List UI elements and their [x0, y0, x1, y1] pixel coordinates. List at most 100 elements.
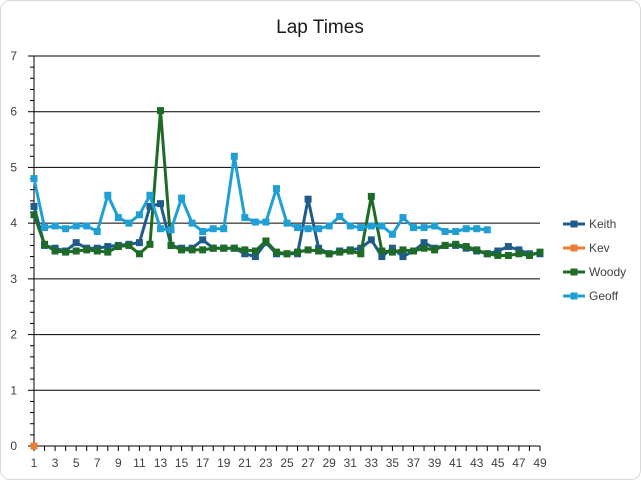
x-tick-label: 29: [322, 456, 336, 470]
data-point-woody: [125, 241, 133, 249]
y-tick-label: 1: [10, 383, 17, 397]
x-tick-label: 19: [217, 456, 231, 470]
x-tick-label: 7: [94, 456, 101, 470]
data-point-keith: [399, 253, 407, 261]
data-point-geoff: [294, 224, 302, 232]
series-geoff: [30, 152, 491, 238]
data-point-woody: [41, 240, 49, 248]
x-tick-label: 25: [280, 456, 294, 470]
data-point-geoff: [178, 194, 186, 202]
data-point-woody: [367, 192, 375, 200]
data-point-geoff: [399, 214, 407, 222]
data-point-woody: [452, 240, 460, 248]
series-woody: [30, 107, 544, 259]
legend-swatch-marker: [570, 220, 578, 228]
data-point-keith: [30, 202, 38, 210]
legend-item-kev: Kev: [563, 241, 610, 255]
data-point-woody: [399, 246, 407, 254]
data-point-woody: [336, 248, 344, 256]
data-point-woody: [188, 246, 196, 254]
data-point-keith: [420, 239, 428, 247]
data-point-geoff: [220, 225, 228, 233]
data-point-geoff: [462, 225, 470, 233]
legend-item-geoff: Geoff: [563, 289, 619, 303]
data-point-keith: [388, 244, 396, 252]
data-point-woody: [241, 246, 249, 254]
data-point-keith: [135, 239, 143, 247]
data-point-geoff: [241, 214, 249, 222]
data-point-geoff: [357, 224, 365, 232]
x-tick-label: 39: [428, 456, 442, 470]
data-point-keith: [504, 243, 512, 251]
data-point-woody: [346, 247, 354, 255]
data-point-geoff: [209, 225, 217, 233]
data-point-woody: [209, 244, 217, 252]
data-point-woody: [410, 247, 417, 255]
data-point-woody: [62, 248, 70, 256]
data-point-geoff: [125, 219, 133, 227]
data-point-geoff: [135, 211, 143, 219]
data-point-keith: [199, 236, 207, 244]
data-point-geoff: [114, 214, 122, 222]
data-point-woody: [104, 248, 112, 256]
x-tick-label: 15: [175, 456, 189, 470]
legend-item-keith: Keith: [563, 217, 616, 231]
data-point-woody: [483, 250, 491, 258]
x-tick-label: 5: [73, 456, 80, 470]
data-point-geoff: [346, 222, 354, 230]
x-tick-label: 11: [133, 456, 146, 470]
data-point-geoff: [304, 225, 312, 233]
data-point-woody: [251, 247, 259, 255]
data-point-woody: [157, 107, 164, 115]
series-layer: [30, 107, 544, 450]
x-tick-label: 31: [344, 456, 358, 470]
x-tick-label: 13: [154, 456, 168, 470]
data-point-geoff: [283, 219, 291, 227]
data-point-woody: [388, 248, 396, 256]
data-point-geoff: [410, 224, 417, 232]
data-point-geoff: [62, 225, 70, 233]
data-point-geoff: [188, 219, 196, 227]
data-point-geoff: [420, 224, 428, 232]
data-point-keith: [157, 200, 164, 208]
chart-title: Lap Times: [276, 17, 364, 38]
data-point-geoff: [336, 212, 344, 220]
data-point-geoff: [251, 218, 259, 226]
x-tick-label: 45: [491, 456, 505, 470]
x-tick-label: 27: [301, 456, 315, 470]
data-point-geoff: [167, 226, 175, 234]
legend-label-woody: Woody: [589, 265, 626, 279]
data-point-woody: [420, 244, 428, 252]
data-point-woody: [167, 241, 175, 249]
data-point-keith: [378, 253, 386, 261]
data-point-keith: [251, 253, 259, 261]
data-point-keith: [241, 250, 249, 258]
data-point-woody: [357, 250, 365, 258]
data-point-woody: [494, 251, 502, 259]
x-tick-label: 21: [238, 456, 252, 470]
data-point-woody: [304, 246, 312, 254]
data-point-geoff: [452, 228, 460, 235]
data-point-woody: [114, 243, 122, 251]
data-point-keith: [104, 243, 112, 251]
data-point-woody: [220, 244, 228, 252]
data-point-geoff: [41, 224, 49, 232]
x-tick-label: 35: [386, 456, 400, 470]
series-line-woody: [32, 109, 541, 257]
data-point-geoff: [93, 228, 101, 235]
data-point-woody: [51, 247, 59, 255]
x-tick-label: 23: [259, 456, 273, 470]
data-point-keith: [72, 239, 80, 247]
data-point-geoff: [388, 230, 396, 238]
legend-item-woody: Woody: [563, 265, 626, 279]
x-tick-label: 1: [31, 456, 38, 470]
data-point-geoff: [315, 225, 323, 233]
x-tick-label: 3: [52, 456, 59, 470]
data-point-geoff: [367, 222, 375, 230]
data-point-geoff: [441, 228, 449, 235]
data-point-woody: [199, 246, 207, 254]
series-kev: [30, 442, 38, 450]
data-point-woody: [473, 246, 481, 254]
x-tick-label: 41: [449, 456, 463, 470]
